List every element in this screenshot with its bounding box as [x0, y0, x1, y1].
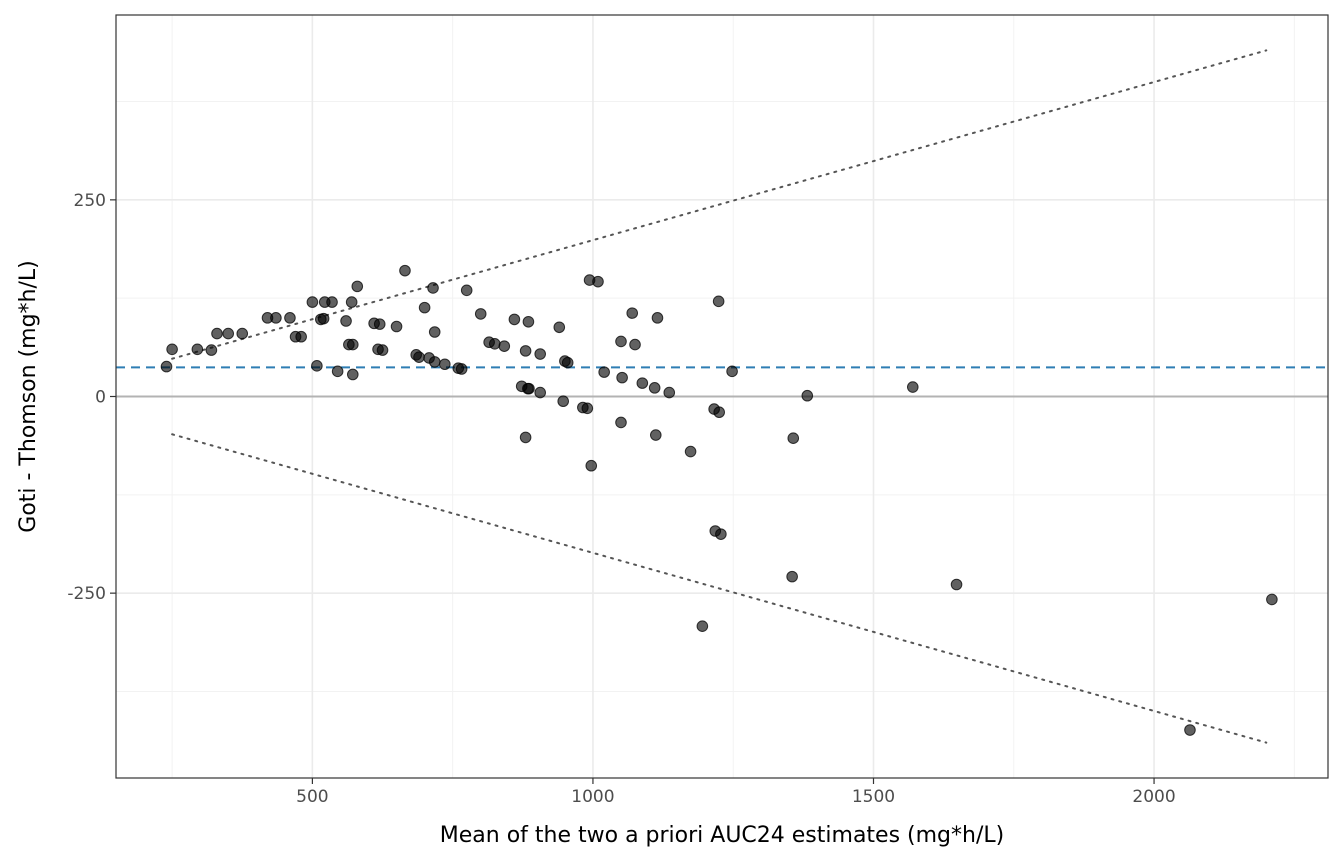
- data-point: [311, 360, 323, 372]
- data-point: [1184, 724, 1196, 736]
- data-point: [712, 295, 725, 308]
- data-point: [317, 312, 330, 325]
- data-point: [1266, 593, 1278, 606]
- data-point: [508, 313, 521, 326]
- data-point: [284, 312, 296, 324]
- data-point: [270, 312, 282, 324]
- data-point: [191, 343, 204, 356]
- data-point: [351, 280, 364, 293]
- data-points: [160, 264, 1278, 736]
- data-point: [615, 416, 627, 429]
- data-point: [340, 315, 352, 327]
- data-point: [636, 377, 649, 389]
- data-point: [376, 344, 389, 356]
- data-point: [428, 356, 441, 368]
- data-point: [331, 365, 344, 378]
- data-point: [399, 264, 411, 277]
- data-point: [592, 275, 604, 288]
- data-point: [684, 445, 697, 458]
- data-point: [390, 320, 403, 333]
- data-point: [498, 340, 511, 352]
- data-point: [787, 432, 800, 444]
- data-point: [626, 307, 639, 319]
- data-point: [534, 348, 547, 360]
- data-point: [651, 312, 664, 324]
- data-point: [295, 330, 307, 343]
- data-point: [523, 382, 535, 395]
- data-point: [696, 620, 709, 632]
- data-point: [663, 386, 676, 399]
- data-point: [648, 382, 661, 394]
- x-tick-label: 500: [296, 787, 328, 807]
- data-point: [585, 459, 598, 472]
- lower-limit-of-agreement-line: [171, 433, 1268, 744]
- data-point: [413, 351, 425, 363]
- x-tick-label: 2000: [1132, 787, 1175, 807]
- x-axis: 500 1000 1500 2000: [296, 778, 1176, 807]
- data-point: [474, 308, 487, 320]
- data-point: [211, 327, 223, 340]
- data-point: [561, 356, 574, 369]
- y-tick-label: 250: [74, 191, 106, 211]
- y-axis-title: Goti - Thomson (mg*h/L): [16, 260, 41, 532]
- data-point: [306, 296, 319, 308]
- y-tick-label: -250: [67, 584, 106, 604]
- data-point: [427, 282, 439, 294]
- data-point: [460, 284, 473, 297]
- data-point: [629, 338, 641, 351]
- data-point: [581, 402, 594, 415]
- data-point: [418, 301, 431, 314]
- data-point: [801, 389, 814, 402]
- data-point: [373, 318, 386, 330]
- data-point: [713, 406, 725, 419]
- data-point: [726, 365, 738, 378]
- data-point: [649, 429, 662, 441]
- data-point: [346, 338, 359, 351]
- x-tick-label: 1500: [852, 787, 895, 807]
- data-point: [950, 578, 963, 591]
- data-point: [616, 371, 628, 384]
- data-point: [534, 386, 547, 399]
- data-point: [439, 358, 451, 371]
- y-tick-label: 0: [95, 388, 106, 408]
- data-point: [326, 296, 338, 308]
- x-tick-label: 1000: [571, 787, 614, 807]
- data-point: [522, 315, 535, 328]
- data-point: [519, 345, 532, 357]
- x-axis-title: Mean of the two a priori AUC24 estimates…: [440, 823, 1004, 848]
- data-point: [205, 344, 218, 356]
- data-point: [906, 381, 919, 393]
- data-point: [236, 327, 249, 340]
- data-point: [553, 321, 566, 334]
- data-point: [598, 366, 610, 378]
- data-point: [715, 528, 727, 540]
- upper-limit-of-agreement-line: [171, 49, 1268, 360]
- data-point: [519, 431, 532, 444]
- data-point: [166, 343, 178, 356]
- y-axis: -250 0 250: [67, 191, 116, 604]
- data-point: [345, 296, 358, 308]
- data-point: [160, 360, 173, 373]
- data-point: [557, 395, 570, 408]
- data-point: [488, 337, 501, 350]
- data-point: [222, 327, 235, 340]
- data-point: [428, 326, 441, 338]
- data-point: [346, 368, 359, 381]
- data-point: [786, 570, 798, 583]
- data-point: [615, 335, 627, 348]
- data-point: [455, 363, 468, 375]
